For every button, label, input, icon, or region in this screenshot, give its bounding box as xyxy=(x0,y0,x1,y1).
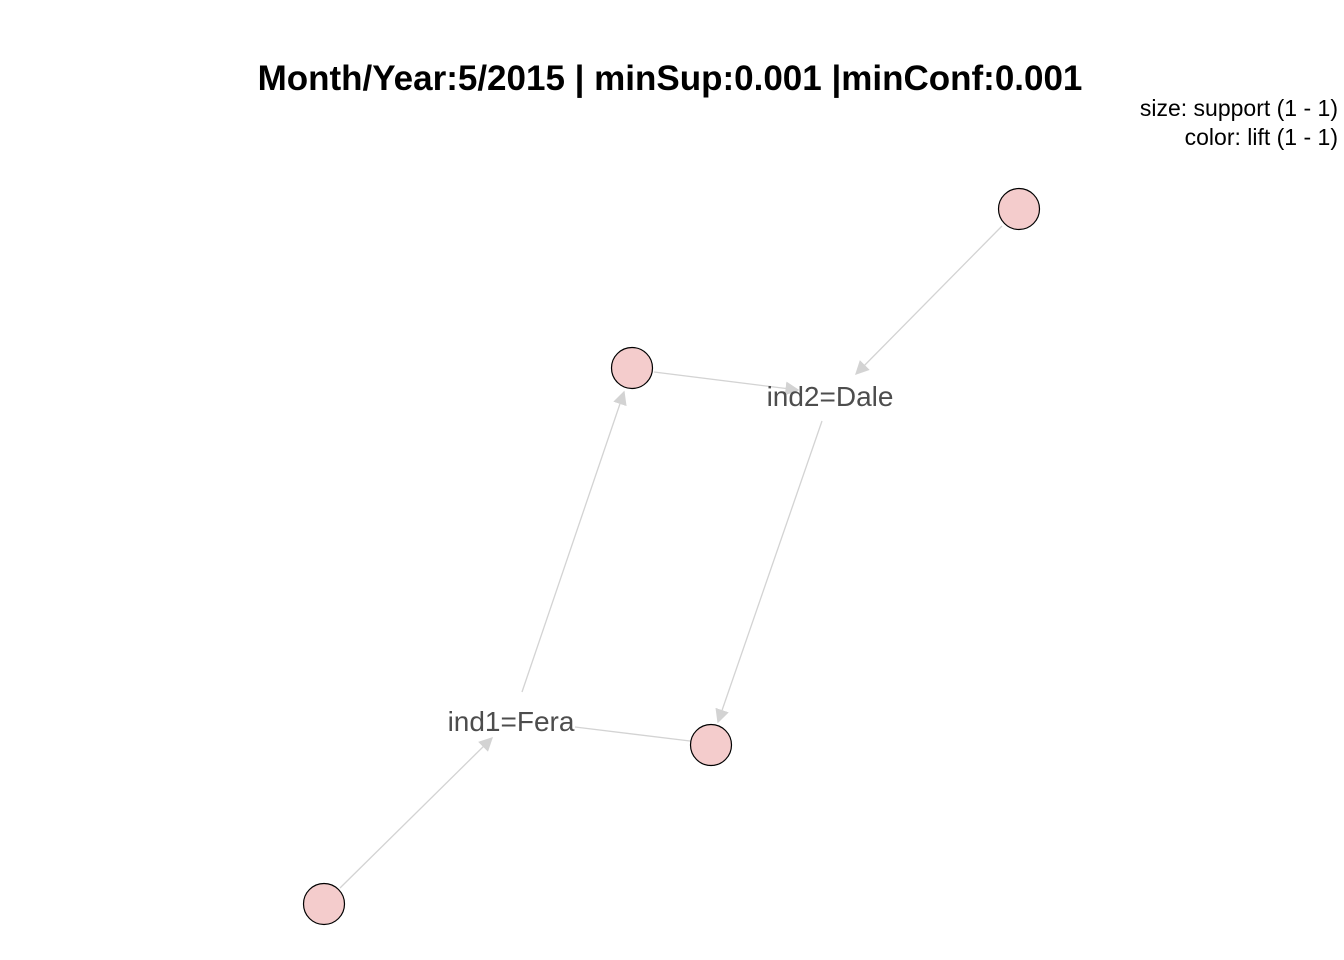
rule-node-upper-middle[interactable] xyxy=(610,346,654,390)
edge-rule-top-right-to-ind2 xyxy=(855,225,1003,375)
chart-title: Month/Year:5/2015 | minSup:0.001 |minCon… xyxy=(258,59,1083,98)
edge-ind2-to-rule-lower-middle xyxy=(715,420,823,724)
item-label-ind1[interactable]: ind1=Fera xyxy=(448,706,575,737)
item-label-ind2[interactable]: ind2=Dale xyxy=(767,381,894,412)
edge-ind1-to-rule-upper-middle xyxy=(521,390,627,693)
rule-nodes-layer xyxy=(302,187,1041,926)
rule-node-lower-middle[interactable] xyxy=(689,723,733,767)
rule-node-bottom-left[interactable] xyxy=(302,882,346,926)
legend-color: color: lift (1 - 1) xyxy=(1185,124,1338,150)
edge-rule-bottom-left-to-ind1 xyxy=(339,737,493,889)
edge-rule-upper-middle-to-ind2 xyxy=(653,371,800,396)
legend-size: size: support (1 - 1) xyxy=(1140,95,1338,121)
edge-ind1-to-rule-lower-middle xyxy=(574,726,691,742)
item-labels-layer: ind2=Dale ind1=Fera xyxy=(448,381,894,737)
rule-node-top-right[interactable] xyxy=(997,187,1041,231)
edges-layer xyxy=(339,225,1003,889)
